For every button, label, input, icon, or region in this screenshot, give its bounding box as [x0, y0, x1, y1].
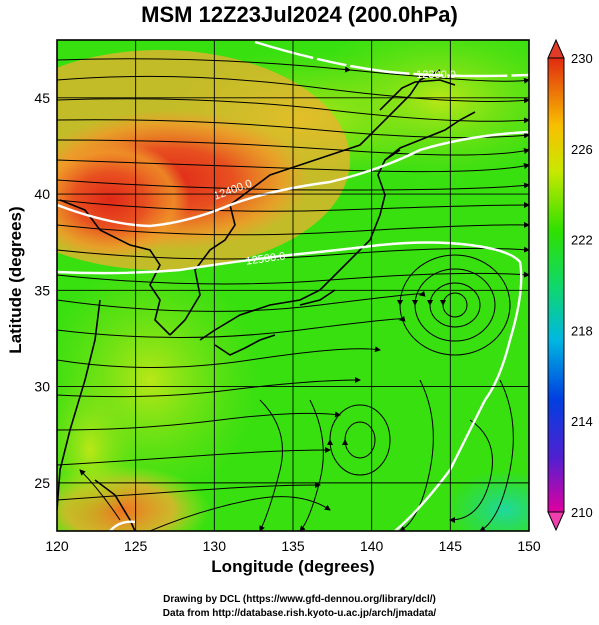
y-tick-label: 35: [34, 282, 50, 298]
colorbar-tick-label: 218: [571, 323, 593, 338]
credit-drawing: Drawing by DCL (https://www.gfd-dennou.o…: [163, 594, 436, 605]
y-tick-label: 30: [34, 379, 50, 395]
grid-lines: [57, 40, 529, 531]
page-title: MSM 12Z23Jul2024 (200.0hPa): [141, 2, 458, 27]
y-axis-title: Latitude (degrees): [6, 206, 25, 354]
colorbar-tick-label: 222: [571, 233, 593, 248]
x-tick-label: 150: [517, 538, 541, 554]
x-tick-label: 145: [439, 538, 463, 554]
x-tick-label: 140: [360, 538, 384, 554]
y-tick-label: 25: [34, 475, 50, 491]
x-tick-label: 125: [124, 538, 148, 554]
colorbar: 230 226 222 218 214 210: [547, 38, 593, 532]
colorbar-tick-label: 226: [571, 142, 593, 157]
plot-frame: [56, 39, 530, 532]
colorbar-tick-label: 210: [571, 505, 593, 520]
y-axis: 25 30 35 40 45: [34, 90, 50, 491]
colorbar-tick-label: 230: [571, 51, 593, 66]
y-tick-label: 40: [34, 186, 50, 202]
x-tick-label: 135: [281, 538, 305, 554]
contour-label-12500: 12500.0: [245, 250, 286, 267]
temperature-field: [57, 40, 529, 531]
x-tick-label: 130: [203, 538, 227, 554]
y-tick-label: 45: [34, 90, 50, 106]
x-axis: 120 125 130 135 140 145 150: [45, 538, 541, 554]
contour-label-12300: 12300.0: [416, 69, 456, 81]
colorbar-tick-label: 214: [571, 414, 593, 429]
x-axis-title: Longitude (degrees): [211, 557, 375, 576]
credit-data-source: Data from http://database.rish.kyoto-u.a…: [162, 608, 437, 619]
colorbar-gradient: [547, 57, 565, 513]
colorbar-top-triangle: [547, 38, 565, 59]
colorbar-bottom-triangle: [547, 511, 565, 532]
x-tick-label: 120: [45, 538, 69, 554]
